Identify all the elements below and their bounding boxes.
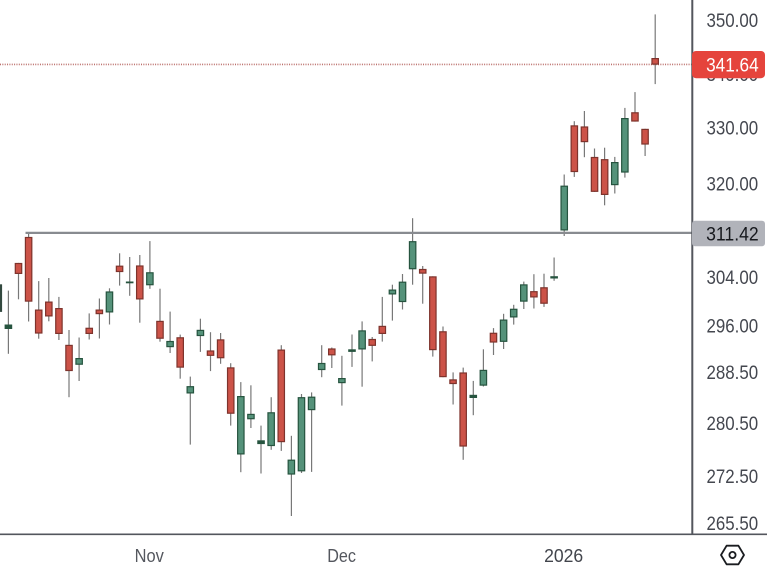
svg-text:Dec: Dec <box>327 546 356 566</box>
svg-text:272.50: 272.50 <box>707 467 759 488</box>
svg-text:304.00: 304.00 <box>707 268 759 289</box>
svg-text:265.50: 265.50 <box>707 514 759 535</box>
svg-text:280.50: 280.50 <box>707 414 759 435</box>
svg-text:311.42: 311.42 <box>706 224 759 245</box>
svg-text:341.64: 341.64 <box>706 56 759 77</box>
svg-text:330.00: 330.00 <box>707 118 759 139</box>
svg-text:320.00: 320.00 <box>707 174 759 195</box>
svg-text:350.00: 350.00 <box>707 11 759 32</box>
svg-text:Nov: Nov <box>135 546 164 566</box>
svg-text:296.00: 296.00 <box>707 316 759 337</box>
svg-text:288.50: 288.50 <box>707 363 759 384</box>
svg-text:2026: 2026 <box>544 546 583 566</box>
